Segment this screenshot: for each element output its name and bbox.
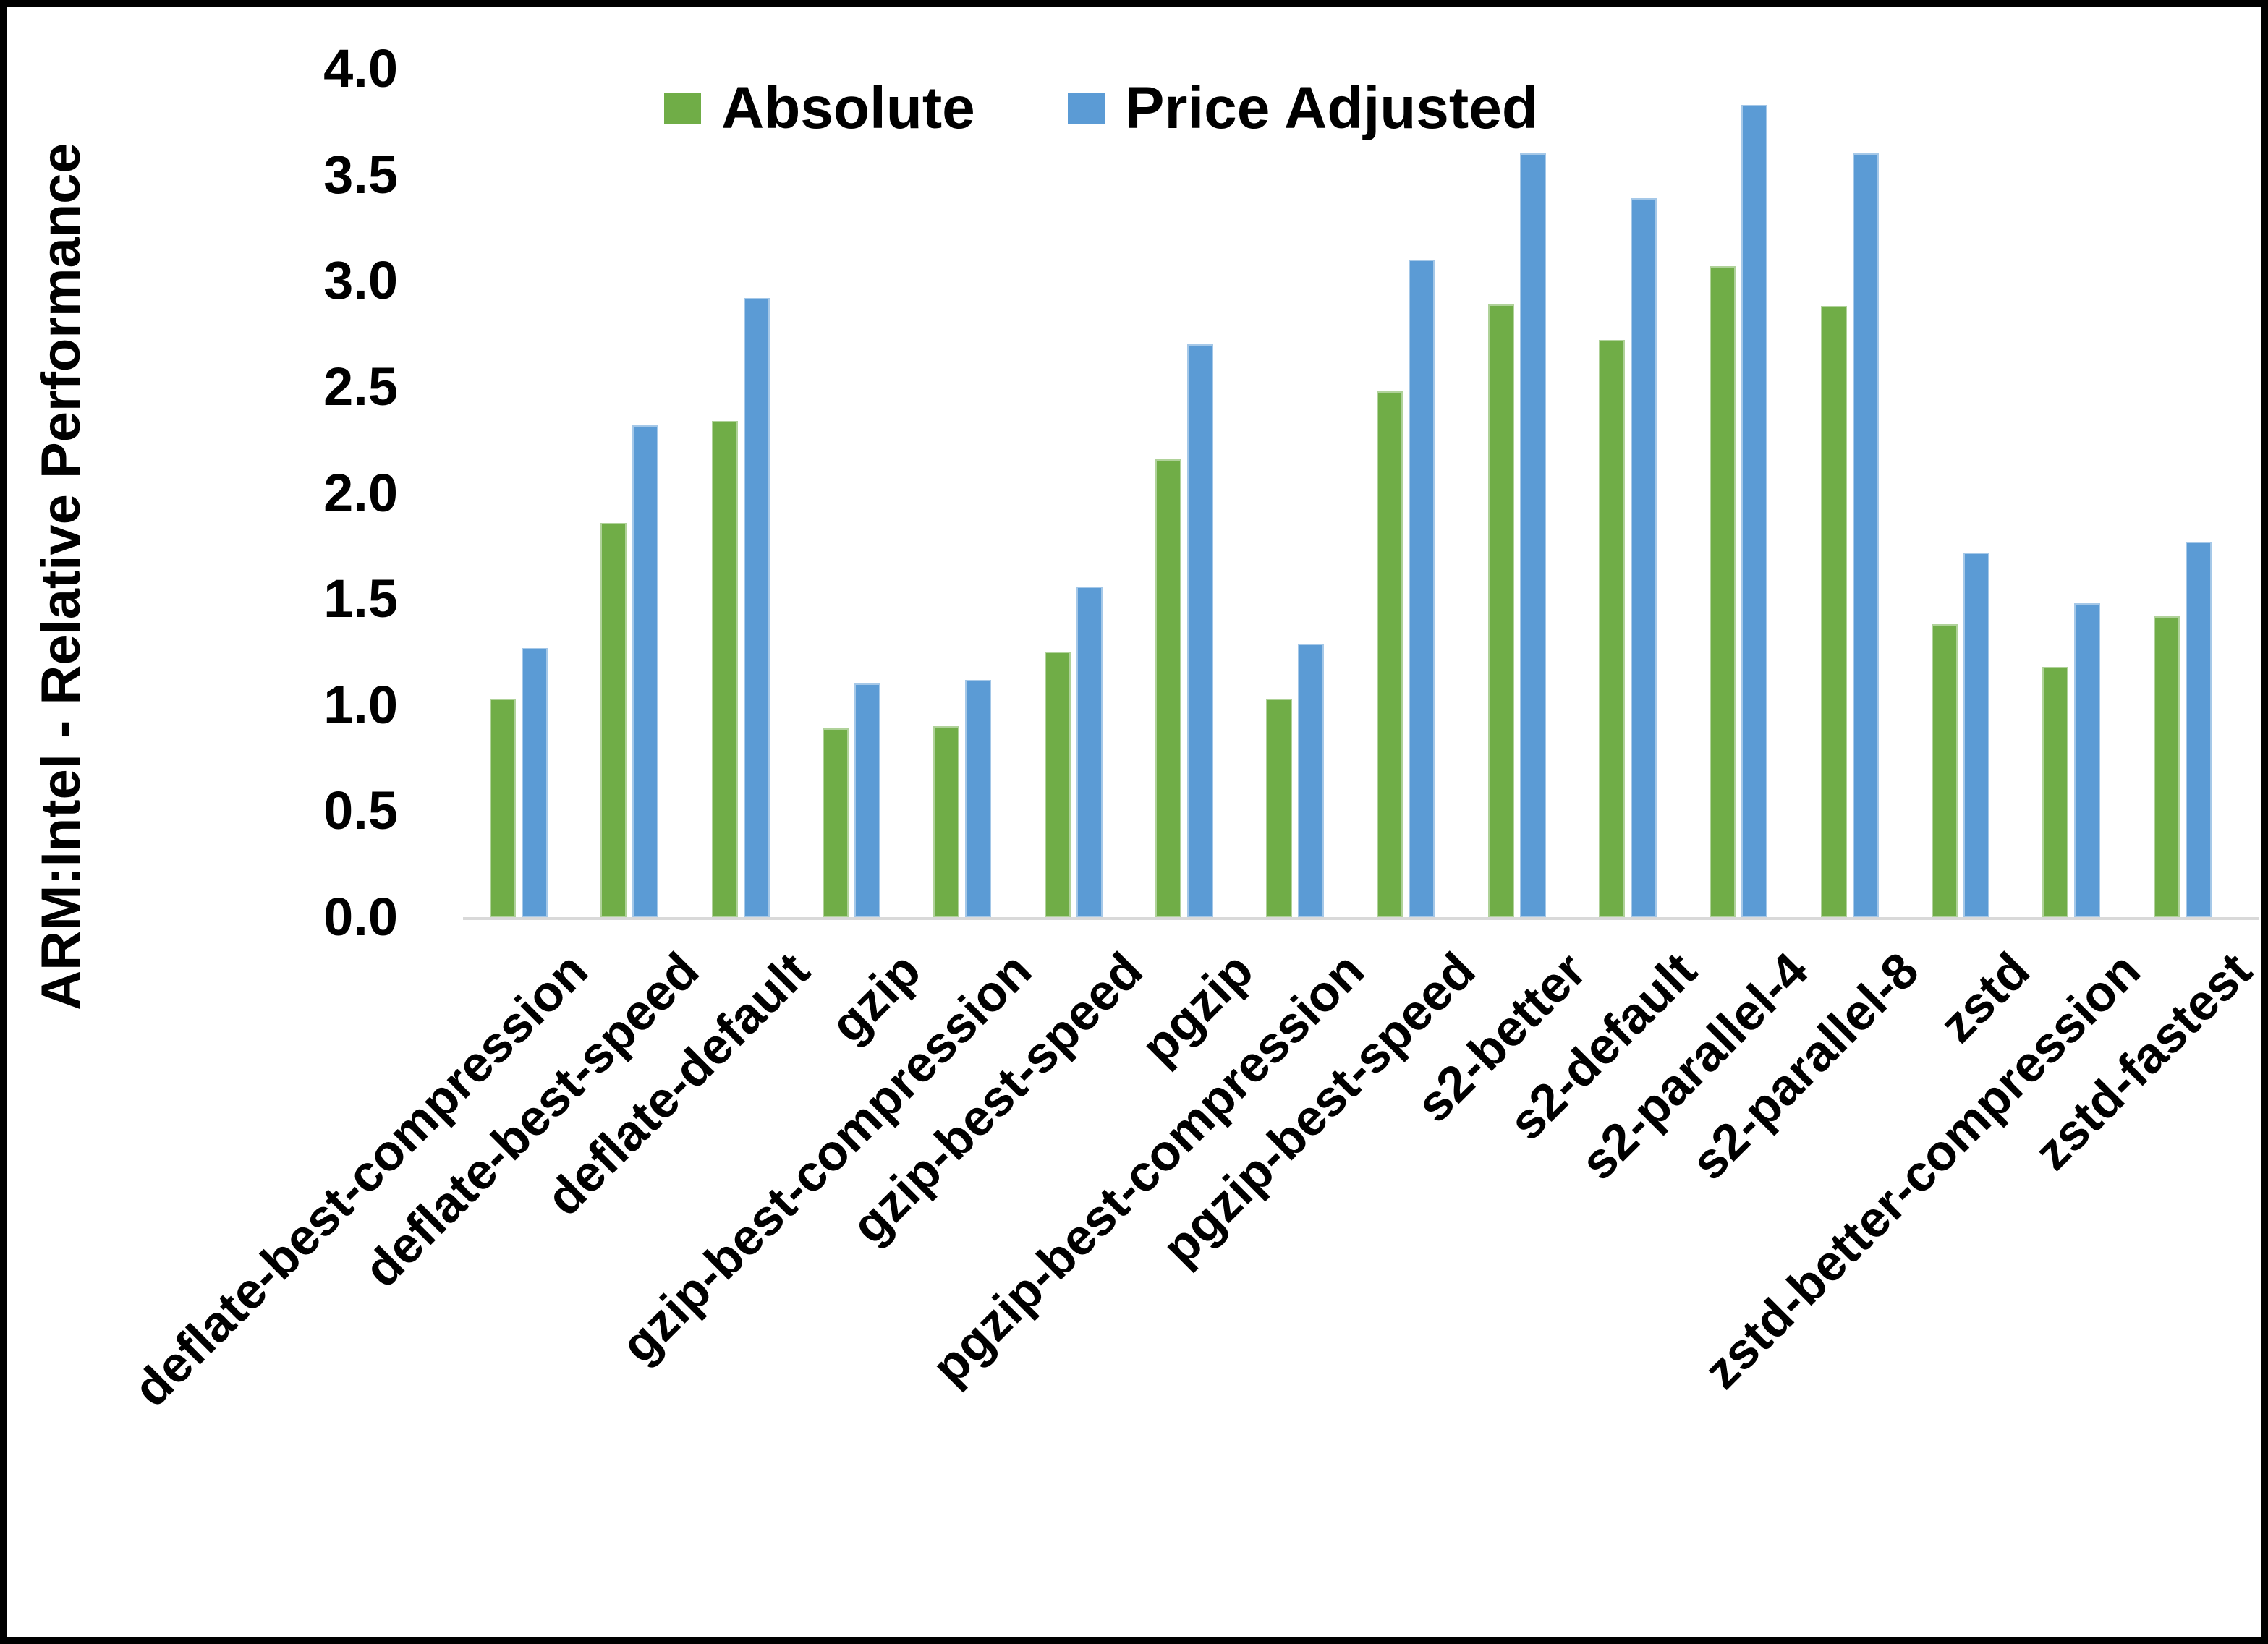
bar-absolute-deflate-default bbox=[711, 420, 738, 917]
legend-item-absolute: Absolute bbox=[664, 77, 975, 140]
bar-absolute-deflate-best-speed bbox=[600, 522, 627, 917]
legend-swatch-absolute bbox=[664, 93, 701, 124]
y-tick-label: 4.0 bbox=[323, 38, 398, 98]
bar-price-adjusted-deflate-default bbox=[743, 297, 770, 917]
bar-absolute-zstd-fastest bbox=[2153, 616, 2180, 917]
y-tick-label: 2.5 bbox=[323, 356, 398, 417]
bar-price-adjusted-pgzip-best-speed bbox=[1409, 259, 1435, 917]
y-tick-label: 1.5 bbox=[323, 568, 398, 629]
bar-absolute-gzip bbox=[822, 728, 849, 917]
bar-price-adjusted-s2-default bbox=[1631, 197, 1657, 917]
bar-absolute-s2-better bbox=[1487, 304, 1514, 917]
bar-price-adjusted-gzip-best-speed bbox=[1076, 586, 1103, 917]
y-tick-label: 1.0 bbox=[323, 674, 398, 735]
y-tick-label: 3.0 bbox=[323, 250, 398, 311]
bar-absolute-s2-default bbox=[1599, 340, 1625, 917]
bar-absolute-gzip-best-compression bbox=[933, 726, 960, 917]
legend: Absolute Price Adjusted bbox=[664, 77, 1538, 140]
bar-absolute-zstd bbox=[1931, 624, 1958, 917]
bar-absolute-pgzip-best-speed bbox=[1377, 391, 1403, 917]
bar-price-adjusted-deflate-best-compression bbox=[522, 647, 548, 917]
bar-absolute-pgzip-best-compression bbox=[1266, 698, 1293, 917]
bar-price-adjusted-zstd bbox=[1963, 552, 1989, 917]
bar-absolute-s2-parallel-4 bbox=[1710, 265, 1736, 917]
bar-absolute-deflate-best-compression bbox=[490, 698, 516, 917]
bar-price-adjusted-s2-parallel-4 bbox=[1741, 104, 1768, 917]
legend-item-price-adjusted: Price Adjusted bbox=[1067, 75, 1538, 141]
bar-price-adjusted-zstd-better-compression bbox=[2074, 602, 2101, 917]
x-axis-label-deflate-best-compression: deflate-best-compression bbox=[122, 942, 599, 1418]
bar-absolute-zstd-better-compression bbox=[2042, 666, 2069, 917]
legend-swatch-price-adjusted bbox=[1067, 93, 1105, 124]
y-tick-label: 0.5 bbox=[323, 780, 398, 841]
bar-absolute-gzip-best-speed bbox=[1044, 652, 1071, 917]
bar-price-adjusted-gzip-best-compression bbox=[965, 679, 992, 917]
y-axis-title: ARM:Intel - Relative Performance bbox=[30, 142, 92, 1010]
x-axis-line bbox=[463, 917, 2259, 920]
bar-price-adjusted-pgzip bbox=[1186, 344, 1213, 917]
bar-price-adjusted-deflate-best-speed bbox=[632, 425, 659, 917]
bar-absolute-s2-parallel-8 bbox=[1820, 306, 1847, 917]
bar-price-adjusted-pgzip-best-compression bbox=[1298, 643, 1325, 917]
legend-label-absolute: Absolute bbox=[721, 75, 975, 141]
y-tick-label: 0.0 bbox=[323, 887, 398, 947]
y-tick-label: 3.5 bbox=[323, 144, 398, 205]
bar-price-adjusted-gzip bbox=[854, 683, 880, 917]
bar-absolute-pgzip bbox=[1155, 459, 1181, 917]
bar-price-adjusted-s2-parallel-8 bbox=[1852, 153, 1879, 917]
legend-label-price-adjusted: Price Adjusted bbox=[1124, 75, 1538, 141]
bar-price-adjusted-s2-better bbox=[1519, 153, 1546, 917]
bar-price-adjusted-zstd-fastest bbox=[2185, 541, 2212, 917]
y-tick-label: 2.0 bbox=[323, 462, 398, 523]
